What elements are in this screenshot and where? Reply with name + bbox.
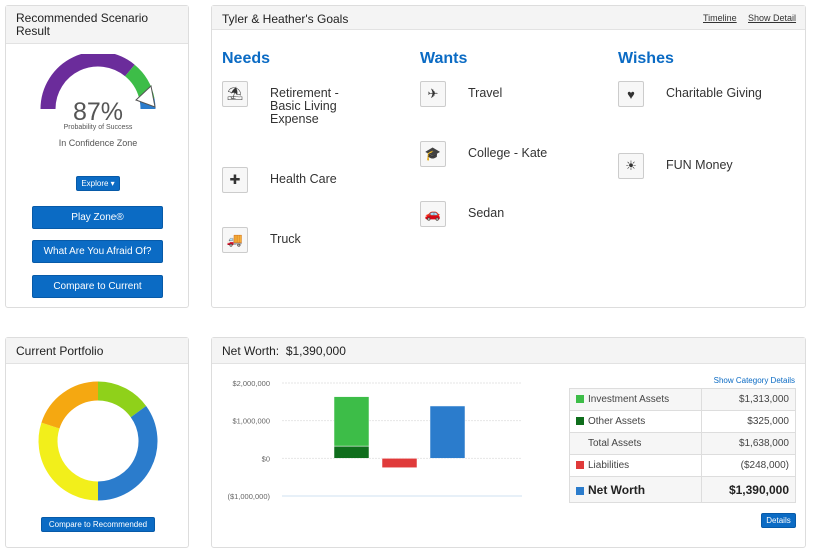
portfolio-panel: Current Portfolio Compare to Recommended xyxy=(5,337,189,548)
row-value: $1,313,000 xyxy=(701,388,796,411)
goal-label: Retirement - Basic Living Expense xyxy=(270,86,339,126)
panel-title: Tyler & Heather's Goals xyxy=(212,6,805,30)
caret-down-icon: ▾ xyxy=(110,179,115,188)
panel-title: Net Worth: $1,390,000 xyxy=(212,338,805,364)
travel-icon: ✈ xyxy=(420,81,446,107)
table-row: Net Worth $1,390,000 xyxy=(569,476,796,503)
networth-bar-chart: $2,000,000 $1,000,000 $0 ($1,000,000) xyxy=(227,379,522,501)
goal-item[interactable]: ☀ FUN Money xyxy=(618,153,766,179)
legend-swatch xyxy=(576,461,584,469)
goal-label: Charitable Giving xyxy=(666,86,762,100)
legend-swatch xyxy=(576,417,584,425)
compare-current-button[interactable]: Compare to Current xyxy=(32,275,163,298)
row-label: Total Assets xyxy=(588,438,642,449)
beach-icon: ⛱ xyxy=(222,81,248,107)
row-value: ($248,000) xyxy=(701,454,796,477)
table-row: Other Assets $325,000 xyxy=(569,410,796,433)
explore-label: Explore xyxy=(81,179,109,188)
timeline-link[interactable]: Timeline xyxy=(703,13,737,23)
legend-swatch xyxy=(576,486,584,495)
y-tick-label: $0 xyxy=(262,454,270,463)
goal-label: College - Kate xyxy=(468,146,548,160)
row-label: Liabilities xyxy=(588,460,630,471)
legend-swatch xyxy=(576,395,584,403)
goal-label: FUN Money xyxy=(666,158,733,172)
row-label-cell: Net Worth xyxy=(569,476,702,503)
goal-item[interactable]: 🚗 Sedan xyxy=(420,201,568,227)
afraid-of-button[interactable]: What Are You Afraid Of? xyxy=(32,240,163,263)
row-value: $1,390,000 xyxy=(701,476,796,503)
goal-label: Sedan xyxy=(468,206,505,220)
goal-column-title: Needs xyxy=(222,50,271,67)
details-button[interactable]: Details xyxy=(761,513,796,528)
portfolio-donut-chart xyxy=(38,381,158,501)
panel-title: Current Portfolio xyxy=(6,338,188,364)
table-row: Liabilities ($248,000) xyxy=(569,454,796,477)
networth-total: $1,390,000 xyxy=(285,344,346,358)
table-row: Investment Assets $1,313,000 xyxy=(569,388,796,411)
goal-column-title: Wants xyxy=(420,50,468,67)
scenario-panel: Recommended Scenario Result 87% Probabil… xyxy=(5,5,189,308)
gauge-pointer-icon xyxy=(135,85,156,108)
compare-recommended-button[interactable]: Compare to Recommended xyxy=(41,517,155,532)
networth-table: Investment Assets $1,313,000 Other Assets $… xyxy=(569,388,796,503)
donut-slice xyxy=(97,381,147,418)
row-value: $325,000 xyxy=(701,410,796,433)
donut-slice xyxy=(38,422,99,501)
bar-other-assets xyxy=(333,445,370,459)
donut-slice xyxy=(97,406,158,501)
success-percent: 87% xyxy=(72,98,124,126)
row-label-cell: Total Assets xyxy=(569,432,702,455)
bar-liabilities xyxy=(381,458,418,468)
car-icon: 🚗 xyxy=(420,201,446,227)
row-label-cell: Liabilities xyxy=(569,454,702,477)
panel-title: Recommended Scenario Result xyxy=(6,6,188,44)
gauge-low-segment xyxy=(40,54,135,110)
row-label-cell: Other Assets xyxy=(569,410,702,433)
goal-label: Truck xyxy=(270,232,301,246)
health-icon: ✚ xyxy=(222,167,248,193)
row-label-cell: Investment Assets xyxy=(569,388,702,411)
table-row: Total Assets $1,638,000 xyxy=(569,432,796,455)
row-value: $1,638,000 xyxy=(701,432,796,455)
charity-icon: ♥ xyxy=(618,81,644,107)
y-tick-label: $1,000,000 xyxy=(232,417,270,426)
networth-label: Net Worth: xyxy=(222,344,280,358)
goal-item[interactable]: ✚ Health Care xyxy=(222,167,370,193)
probability-label: Probability of Success xyxy=(63,124,133,131)
goal-item[interactable]: ♥ Charitable Giving xyxy=(618,81,766,107)
truck-icon: 🚚 xyxy=(222,227,248,253)
fun-icon: ☀ xyxy=(618,153,644,179)
show-category-details-link[interactable]: Show Category Details xyxy=(713,376,795,385)
zone-label: In Confidence Zone xyxy=(58,138,138,148)
row-label: Net Worth xyxy=(588,482,646,497)
play-zone-button[interactable]: Play Zone® xyxy=(32,206,163,229)
goal-column-title: Wishes xyxy=(618,50,674,67)
bar-net-worth xyxy=(429,405,466,459)
networth-panel: Net Worth: $1,390,000 $2,000,000 $1,000,0… xyxy=(211,337,806,548)
goal-item[interactable]: ⛱ Retirement - Basic Living Expense xyxy=(222,81,370,126)
college-icon: 🎓 xyxy=(420,141,446,167)
explore-dropdown[interactable]: Explore ▾ xyxy=(76,176,120,191)
y-tick-label: ($1,000,000) xyxy=(227,492,270,501)
donut-slice xyxy=(41,381,99,429)
goals-panel: Tyler & Heather's Goals Timeline Show De… xyxy=(211,5,806,308)
goal-label: Health Care xyxy=(270,172,337,186)
goal-label: Travel xyxy=(468,86,503,100)
row-label: Other Assets xyxy=(588,416,646,427)
row-label: Investment Assets xyxy=(588,394,670,405)
bar-investment-assets xyxy=(333,396,370,447)
goal-item[interactable]: 🎓 College - Kate xyxy=(420,141,568,167)
show-detail-link[interactable]: Show Detail xyxy=(748,13,797,23)
goal-item[interactable]: 🚚 Truck xyxy=(222,227,370,253)
goal-item[interactable]: ✈ Travel xyxy=(420,81,568,107)
y-tick-label: $2,000,000 xyxy=(232,379,270,388)
success-gauge xyxy=(40,54,156,110)
